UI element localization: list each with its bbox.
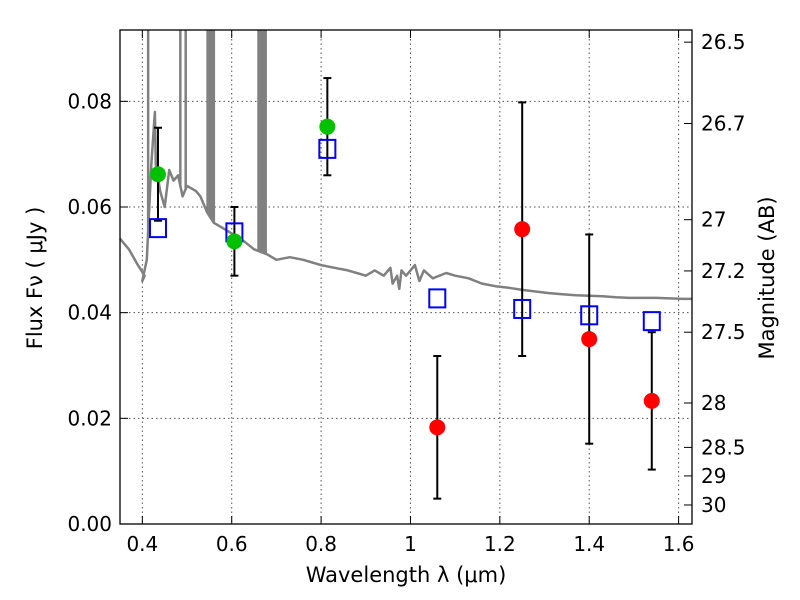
red-data-point [514, 221, 531, 238]
right-tick-label: 26.7 [701, 112, 746, 136]
right-tick-label: 27.5 [701, 320, 746, 344]
axis-ticks: 0.4 0.6 0.8 1 1.2 1.4 1.6 0.00 0.02 0.04 0.06 0.08 2… [67, 30, 746, 556]
y-tick-label: 0.00 [67, 512, 112, 536]
right-tick-label: 28.5 [701, 435, 746, 459]
green-data-point [149, 166, 166, 183]
y-tick-label: 0.06 [67, 195, 112, 219]
model-photometry-square [428, 288, 447, 309]
right-tick-label: 29 [701, 464, 726, 488]
x-tick-label: 0.6 [216, 532, 248, 556]
red-data-point [643, 392, 660, 409]
plot-frame [119, 29, 693, 525]
right-tick-label: 26.5 [701, 30, 746, 54]
model-photometry-square [148, 218, 167, 239]
x-tick-label: 1.2 [484, 532, 516, 556]
x-tick-label: 1.4 [573, 532, 605, 556]
green-data-point [319, 118, 336, 135]
y-tick-label: 0.04 [67, 301, 112, 325]
y-axis-label-right: Magnitude (AB) [755, 196, 779, 359]
y-axis-label-left: Flux Fν ( μJy ) [23, 207, 47, 350]
y-tick-label: 0.08 [67, 89, 112, 113]
x-tick-label: 0.4 [126, 532, 158, 556]
right-tick-label: 27 [701, 208, 726, 232]
right-tick-label: 30 [701, 493, 726, 517]
x-axis-label: Wavelength λ (μm) [306, 563, 507, 587]
model-photometry-square [580, 305, 599, 326]
data-markers [148, 118, 661, 436]
green-data-point [226, 233, 243, 250]
model-photometry-square [513, 298, 532, 319]
right-tick-label: 28 [701, 391, 726, 415]
x-tick-label: 0.8 [305, 532, 337, 556]
spectrum-line [119, 110, 692, 301]
model-photometry-square [318, 138, 337, 159]
grid-lines [120, 30, 692, 524]
model-spectrum [119, 30, 692, 301]
red-data-point [581, 331, 598, 348]
model-photometry-square [642, 311, 661, 332]
x-tick-label: 1.6 [663, 532, 695, 556]
red-data-point [429, 419, 446, 436]
x-tick-label: 1 [404, 532, 417, 556]
right-tick-label: 27.2 [701, 259, 746, 283]
y-tick-label: 0.02 [67, 406, 112, 430]
